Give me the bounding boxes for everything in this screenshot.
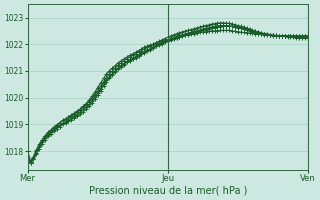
X-axis label: Pression niveau de la mer( hPa ): Pression niveau de la mer( hPa )	[89, 186, 247, 196]
